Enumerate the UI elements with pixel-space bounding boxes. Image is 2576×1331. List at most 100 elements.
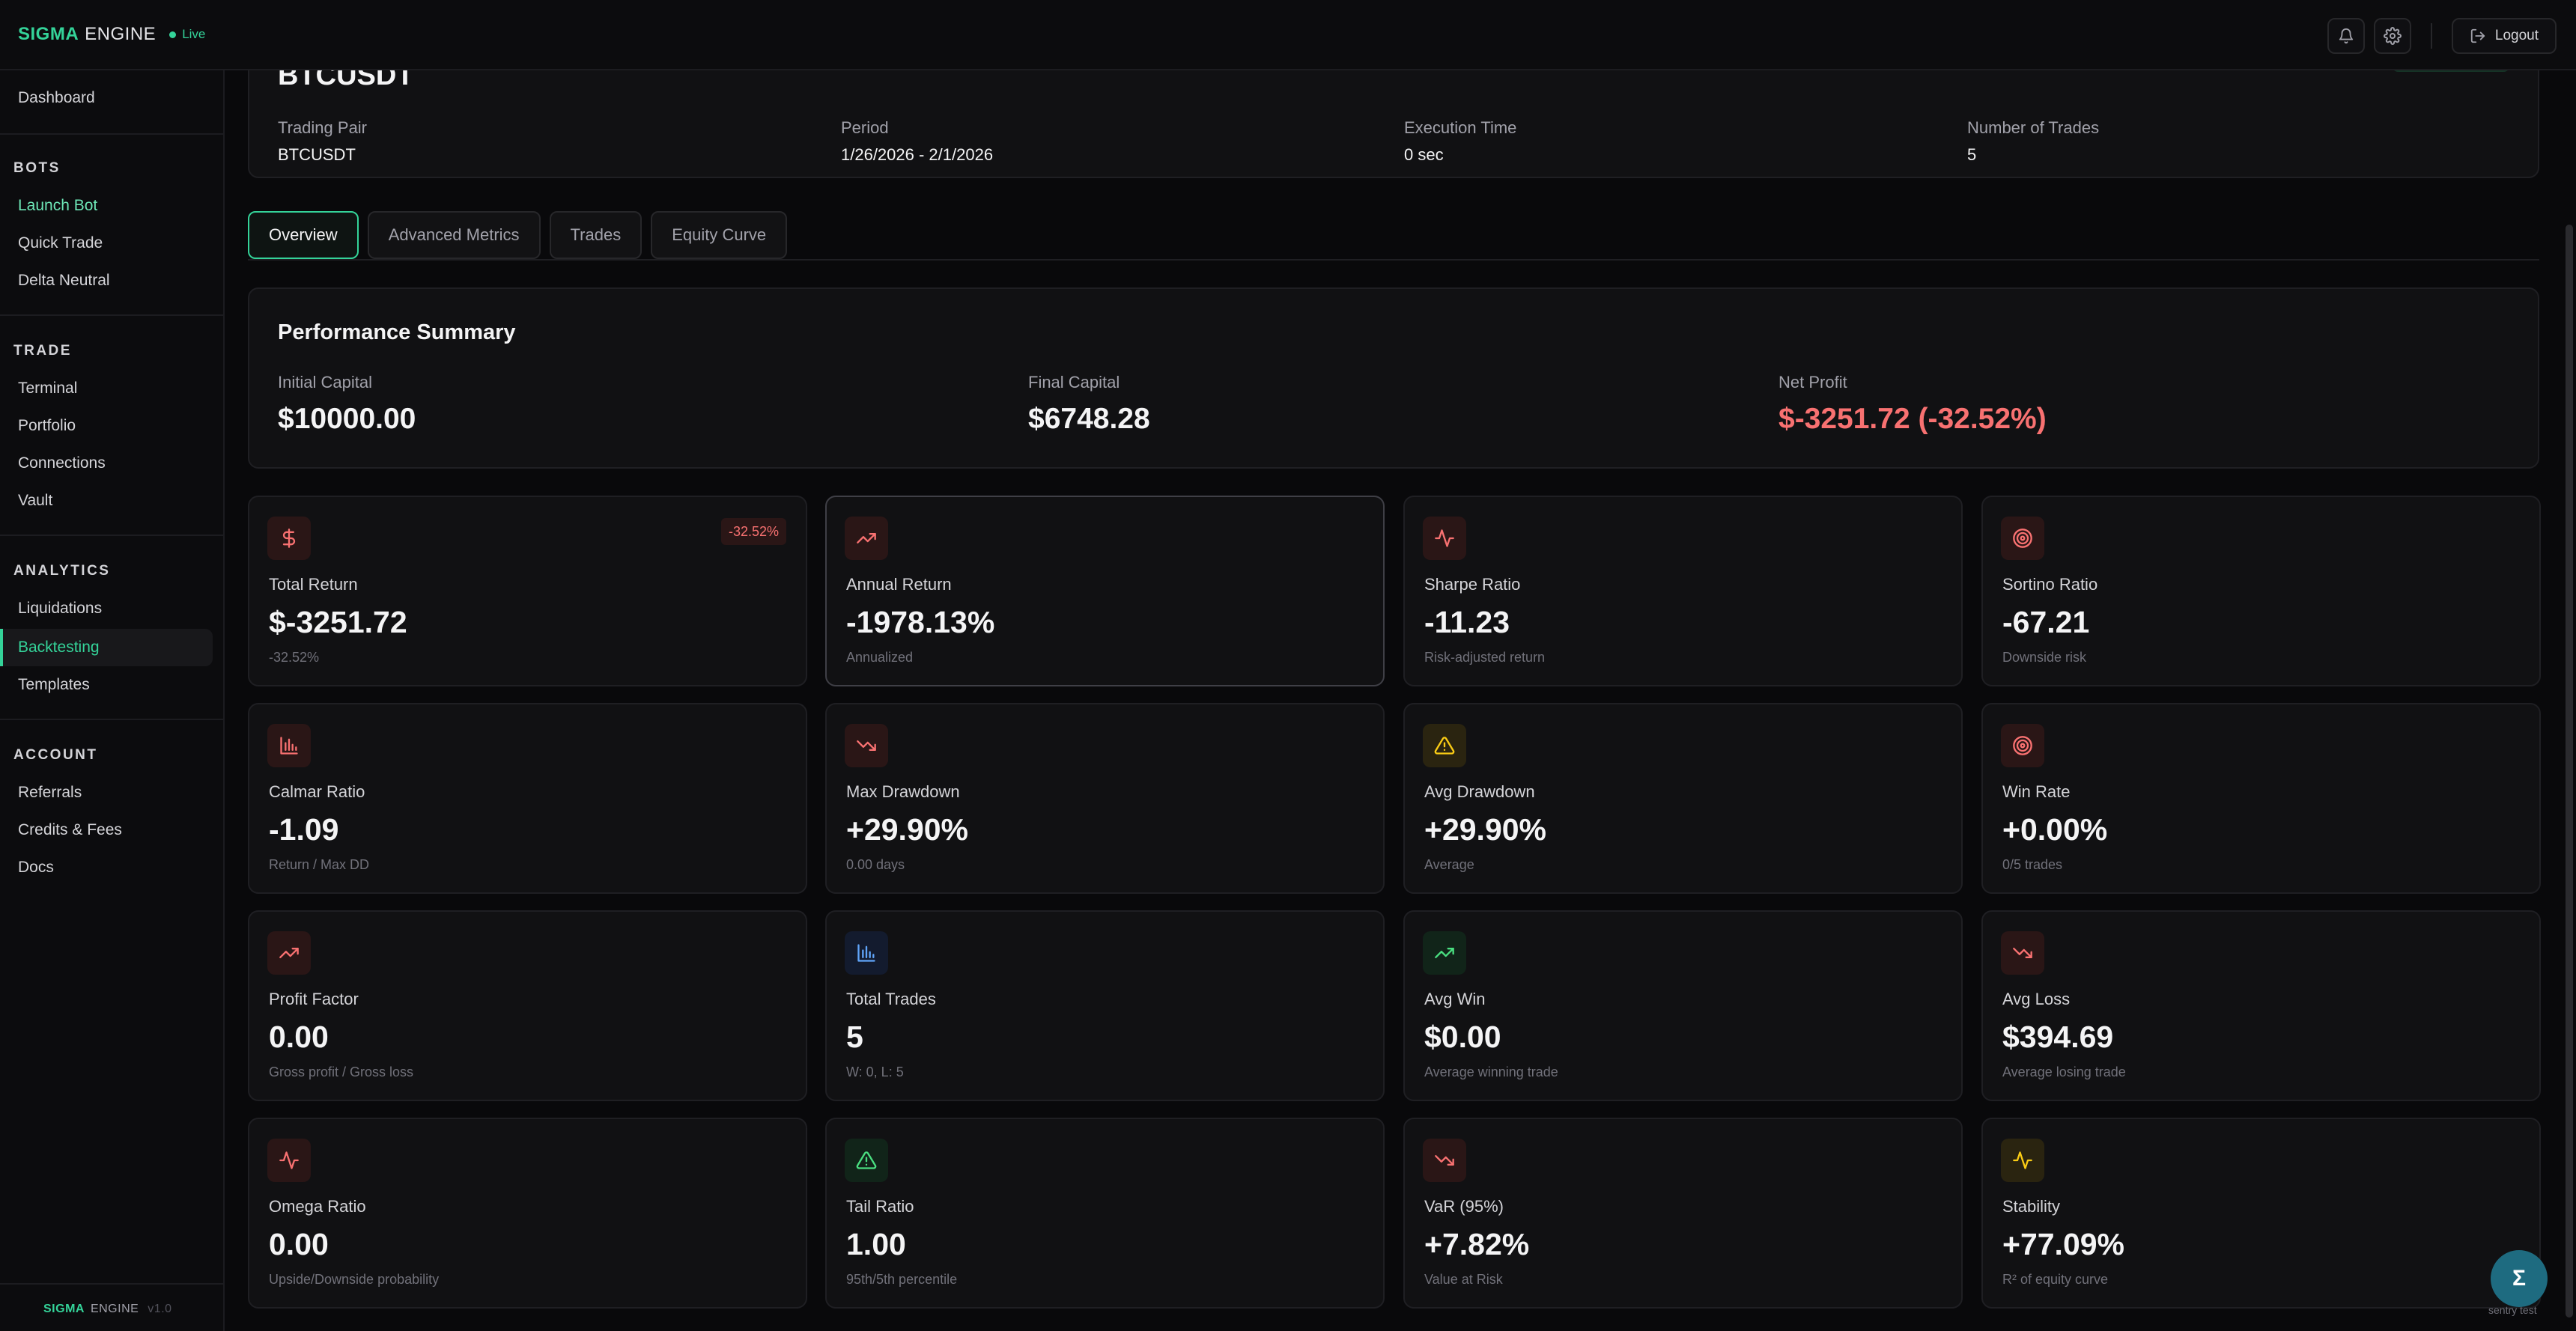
- sidebar-item-launch-bot[interactable]: Launch Bot: [18, 197, 98, 214]
- metric-title: Calmar Ratio: [269, 782, 365, 801]
- sidebar-divider: [0, 534, 225, 536]
- sidebar-item-portfolio[interactable]: Portfolio: [18, 417, 76, 434]
- sidebar-item-connections[interactable]: Connections: [18, 454, 106, 472]
- metric-card-total-trades[interactable]: Total Trades 5 W: 0, L: 5: [825, 910, 1385, 1101]
- metric-card-avg-loss[interactable]: Avg Loss $394.69 Average losing trade: [1981, 910, 2541, 1101]
- sidebar-item-docs[interactable]: Docs: [18, 859, 54, 876]
- sidebar-item-backtesting[interactable]: Backtesting: [0, 629, 213, 666]
- sidebar-item-vault[interactable]: Vault: [18, 492, 53, 509]
- trending-down-icon: [845, 724, 888, 767]
- warning-icon: [845, 1139, 888, 1182]
- sidebar-item-terminal[interactable]: Terminal: [18, 380, 78, 397]
- settings-button[interactable]: [2373, 18, 2411, 54]
- metric-card-omega-ratio[interactable]: Omega Ratio 0.00 Upside/Downside probabili…: [248, 1118, 807, 1309]
- logout-label: Logout: [2494, 28, 2539, 43]
- metric-title: Sharpe Ratio: [1424, 575, 1521, 594]
- sigma-icon: Σ: [2512, 1266, 2526, 1291]
- warning-icon: [1423, 724, 1466, 767]
- metric-card-annual-return[interactable]: Annual Return -1978.13% Annualized: [825, 496, 1385, 686]
- metric-subtitle: Annualized: [846, 650, 914, 665]
- metric-subtitle: Average: [1424, 857, 1474, 872]
- metric-card-win-rate[interactable]: Win Rate +0.00% 0/5 trades: [1981, 703, 2541, 894]
- trending-up-icon: [1423, 931, 1466, 975]
- info-execution-time: Execution Time 0 sec: [1404, 118, 1516, 165]
- sidebar-item-credits-fees[interactable]: Credits & Fees: [18, 821, 122, 838]
- tab-divider: [248, 259, 2539, 261]
- metric-value: -1978.13%: [846, 605, 995, 639]
- metric-value: -1.09: [269, 812, 339, 847]
- metric-value: $394.69: [2002, 1020, 2114, 1054]
- metric-subtitle: Downside risk: [2002, 650, 2087, 665]
- metric-card-var-95[interactable]: VaR (95%) +7.82% Value at Risk: [1403, 1118, 1963, 1309]
- metric-title: Total Return: [269, 575, 358, 594]
- gear-icon: [2383, 27, 2402, 45]
- metric-value: 0.00: [269, 1227, 329, 1261]
- sidebar-divider: [0, 719, 225, 720]
- metric-title: Avg Drawdown: [1424, 782, 1535, 801]
- metric-card-avg-drawdown[interactable]: Avg Drawdown +29.90% Average: [1403, 703, 1963, 894]
- brand-logo[interactable]: SIGMA ENGINE: [18, 24, 156, 45]
- metric-value: +29.90%: [846, 812, 968, 847]
- logout-icon: [2470, 28, 2485, 43]
- footer-brand-primary: SIGMA: [43, 1303, 85, 1315]
- info-value: 5: [1967, 145, 1977, 164]
- metric-title: VaR (95%): [1424, 1197, 1504, 1216]
- sidebar-item-liquidations[interactable]: Liquidations: [18, 600, 103, 617]
- metric-value: $0.00: [1424, 1020, 1501, 1054]
- scrollbar-thumb[interactable]: [2566, 225, 2573, 1318]
- perf-value: $6748.28: [1028, 403, 1150, 435]
- assistant-button[interactable]: Σ: [2491, 1250, 2548, 1307]
- sidebar-item-quick-trade[interactable]: Quick Trade: [18, 234, 103, 252]
- metric-card-sharpe-ratio[interactable]: Sharpe Ratio -11.23 Risk-adjusted return: [1403, 496, 1963, 686]
- footer-version: v1.0: [148, 1303, 172, 1315]
- info-number-of-trades: Number of Trades 5: [1967, 118, 2099, 165]
- info-label: Period: [841, 118, 889, 137]
- metric-title: Omega Ratio: [269, 1197, 366, 1216]
- metric-title: Annual Return: [846, 575, 952, 594]
- metric-subtitle: 0.00 days: [846, 857, 905, 872]
- sidebar-item-delta-neutral[interactable]: Delta Neutral: [18, 272, 110, 289]
- perf-value: $-3251.72 (-32.52%): [1778, 403, 2047, 435]
- metric-card-total-return[interactable]: -32.52% Total Return $-3251.72 -32.52%: [248, 496, 807, 686]
- sidebar-heading-bots: BOTS: [13, 160, 61, 176]
- metric-value: 5: [846, 1020, 863, 1054]
- tab-overview[interactable]: Overview: [248, 211, 359, 259]
- metric-card-max-drawdown[interactable]: Max Drawdown +29.90% 0.00 days: [825, 703, 1385, 894]
- metric-card-sortino-ratio[interactable]: Sortino Ratio -67.21 Downside risk: [1981, 496, 2541, 686]
- metric-card-profit-factor[interactable]: Profit Factor 0.00 Gross profit / Gross lo…: [248, 910, 807, 1101]
- logout-button[interactable]: Logout: [2451, 18, 2557, 54]
- metric-card-calmar-ratio[interactable]: Calmar Ratio -1.09 Return / Max DD: [248, 703, 807, 894]
- target-icon: [2001, 517, 2044, 560]
- metric-title: Total Trades: [846, 990, 936, 1008]
- sidebar-item-dashboard[interactable]: Dashboard: [18, 89, 95, 106]
- activity-icon: [267, 1139, 311, 1182]
- perf-label: Net Profit: [1778, 373, 1847, 392]
- metric-subtitle: Average losing trade: [2002, 1065, 2126, 1079]
- brand-primary: SIGMA: [18, 24, 79, 44]
- perf-label: Final Capital: [1028, 373, 1120, 392]
- metric-card-stability[interactable]: Stability +77.09% R² of equity curve: [1981, 1118, 2541, 1309]
- sidebar-item-templates[interactable]: Templates: [18, 676, 90, 693]
- metric-value: +29.90%: [1424, 812, 1546, 847]
- metric-title: Avg Win: [1424, 990, 1486, 1008]
- tab-trades[interactable]: Trades: [549, 211, 643, 259]
- live-indicator: Live: [169, 27, 205, 42]
- metric-subtitle: Upside/Downside probability: [269, 1272, 440, 1287]
- metric-subtitle: Value at Risk: [1424, 1272, 1503, 1287]
- tab-advanced-metrics[interactable]: Advanced Metrics: [367, 211, 541, 259]
- info-trading-pair: Trading Pair BTCUSDT: [278, 118, 367, 165]
- metric-card-avg-win[interactable]: Avg Win $0.00 Average winning trade: [1403, 910, 1963, 1101]
- sidebar-item-referrals[interactable]: Referrals: [18, 784, 82, 801]
- trending-up-icon: [267, 931, 311, 975]
- sidebar-heading-account: ACCOUNT: [13, 747, 98, 763]
- brand-secondary: ENGINE: [85, 24, 157, 44]
- sidebar-heading-trade: TRADE: [13, 343, 72, 359]
- tab-equity-curve[interactable]: Equity Curve: [651, 211, 788, 259]
- activity-icon: [2001, 1139, 2044, 1182]
- metric-card-tail-ratio[interactable]: Tail Ratio 1.00 95th/5th percentile: [825, 1118, 1385, 1309]
- main-content: BTCUSDT Trading Pair BTCUSDT Period 1/26…: [225, 70, 2576, 1331]
- status-button[interactable]: [2391, 70, 2511, 72]
- notifications-button[interactable]: [2327, 18, 2365, 54]
- info-value: BTCUSDT: [278, 145, 356, 164]
- metric-title: Avg Loss: [2002, 990, 2071, 1008]
